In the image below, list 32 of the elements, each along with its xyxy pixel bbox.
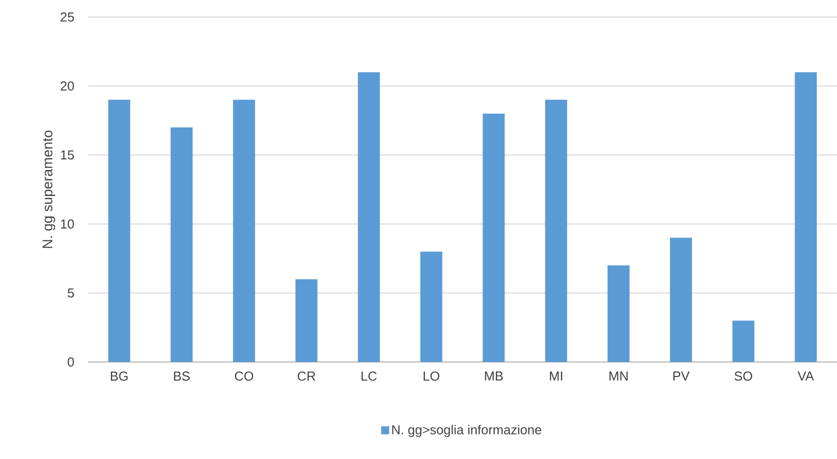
bar bbox=[670, 238, 692, 362]
x-tick-label: VA bbox=[798, 372, 814, 380]
bar bbox=[732, 320, 754, 362]
x-tick-label: BG bbox=[110, 372, 128, 381]
x-tick-label: CR bbox=[298, 372, 316, 381]
bar bbox=[545, 100, 568, 362]
bar bbox=[358, 72, 380, 362]
y-tick-label: 0 bbox=[68, 357, 74, 367]
bar bbox=[608, 265, 630, 362]
x-tick-label: MI bbox=[550, 372, 562, 380]
bar bbox=[482, 114, 505, 362]
y-tick-label: 20 bbox=[60, 81, 74, 91]
x-tick-label: SO bbox=[734, 372, 752, 381]
x-tick-label: MB bbox=[485, 372, 503, 380]
bar bbox=[794, 72, 817, 362]
x-tick-label: PV bbox=[673, 372, 690, 380]
x-tick-label: LC bbox=[362, 372, 377, 381]
x-tick-label: CO bbox=[234, 372, 254, 381]
bar bbox=[108, 100, 130, 362]
bar bbox=[233, 100, 256, 362]
x-tick-label: LO bbox=[424, 372, 440, 381]
legend-label: N. gg>soglia informazione bbox=[392, 424, 542, 437]
y-tick-label: 5 bbox=[68, 288, 74, 298]
bar bbox=[295, 279, 318, 362]
x-tick-label: BS bbox=[174, 372, 190, 381]
y-tick-label: 15 bbox=[61, 150, 74, 160]
y-tick-label: 25 bbox=[60, 12, 74, 22]
bar bbox=[170, 127, 193, 362]
x-tick-label: MN bbox=[610, 372, 628, 380]
y-axis-title: N. gg superamento bbox=[42, 130, 56, 248]
bar bbox=[420, 252, 442, 362]
y-tick-label: 10 bbox=[61, 219, 74, 229]
